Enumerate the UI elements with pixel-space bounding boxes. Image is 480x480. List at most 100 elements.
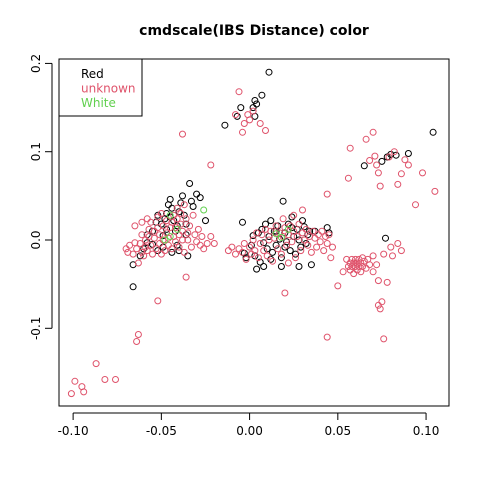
data-point: [129, 250, 137, 258]
data-point: [281, 289, 289, 297]
data-point: [232, 111, 239, 119]
data-point: [283, 241, 291, 249]
legend-entry-unknown: unknown: [81, 82, 136, 96]
data-point: [184, 229, 192, 237]
data-point: [284, 225, 292, 233]
data-point: [269, 248, 276, 256]
data-point: [177, 210, 185, 217]
data-point: [154, 213, 162, 221]
data-point: [263, 245, 271, 253]
data-point: [239, 248, 246, 256]
data-point: [374, 301, 382, 309]
data-point: [288, 224, 296, 232]
data-point: [284, 231, 292, 239]
data-point: [297, 243, 305, 251]
data-point: [412, 201, 419, 209]
points-layer: [67, 68, 439, 398]
data-point: [293, 233, 301, 240]
data-point: [173, 215, 181, 223]
data-point: [346, 259, 354, 267]
data-point: [299, 229, 306, 237]
data-point: [101, 376, 109, 383]
data-point: [173, 225, 181, 233]
data-point: [233, 112, 241, 120]
data-point: [258, 91, 266, 99]
data-point: [277, 254, 285, 262]
data-point: [237, 104, 245, 112]
data-point: [276, 229, 284, 237]
data-point: [277, 233, 285, 241]
data-point: [177, 199, 185, 207]
data-point: [262, 127, 269, 134]
data-point: [374, 277, 382, 285]
data-point: [366, 157, 374, 164]
plot-area-frame: [58, 58, 450, 407]
chart-title: cmdscale(IBS Distance) color: [139, 23, 369, 39]
data-point: [376, 182, 384, 190]
data-point: [348, 255, 356, 263]
data-point: [272, 230, 280, 238]
data-point: [320, 247, 328, 255]
data-point: [235, 245, 243, 253]
data-point: [168, 218, 176, 226]
data-point: [156, 231, 164, 239]
data-point: [240, 240, 248, 247]
data-point: [323, 190, 331, 198]
data-point: [163, 225, 171, 233]
data-point: [157, 210, 165, 217]
data-point: [152, 245, 160, 253]
data-point: [240, 120, 248, 127]
data-point: [334, 282, 342, 290]
data-point: [140, 252, 148, 260]
data-point: [142, 236, 149, 244]
data-point: [256, 240, 264, 247]
data-point: [207, 161, 215, 169]
data-point: [311, 234, 319, 242]
data-point: [258, 225, 266, 233]
data-point: [157, 220, 165, 228]
data-point: [286, 222, 294, 230]
data-point: [136, 252, 144, 260]
data-point: [154, 247, 162, 255]
data-point: [404, 161, 412, 169]
y-tick-label: -0.1: [29, 317, 43, 340]
data-point: [177, 220, 185, 228]
data-point: [189, 211, 197, 219]
data-point: [344, 263, 352, 270]
data-point: [429, 128, 437, 136]
data-point: [376, 305, 384, 313]
x-tick-label: 0.05: [324, 424, 351, 438]
data-point: [284, 259, 292, 267]
data-point: [378, 157, 386, 165]
data-point: [166, 233, 174, 240]
data-point: [143, 247, 151, 255]
data-point: [304, 241, 312, 249]
data-point: [200, 206, 208, 214]
data-point: [404, 150, 412, 157]
data-point: [339, 268, 347, 276]
data-point: [272, 222, 280, 230]
data-point: [258, 231, 266, 239]
data-point: [147, 218, 155, 226]
data-point: [360, 257, 368, 265]
data-point: [419, 169, 426, 177]
data-point: [202, 217, 209, 225]
data-point: [256, 120, 264, 127]
data-point: [346, 266, 354, 274]
data-point: [198, 233, 206, 240]
data-point: [173, 204, 181, 212]
data-point: [67, 390, 75, 398]
data-point: [346, 144, 354, 152]
data-point: [184, 236, 192, 244]
data-point: [207, 233, 215, 240]
y-tick-label: 0.1: [29, 142, 43, 161]
data-point: [251, 97, 259, 104]
data-point: [286, 247, 294, 255]
data-point: [210, 240, 218, 247]
data-point: [260, 239, 268, 247]
data-point: [307, 248, 315, 256]
data-point: [161, 236, 169, 244]
data-point: [251, 247, 259, 255]
data-point: [281, 229, 289, 237]
data-point: [322, 233, 329, 240]
